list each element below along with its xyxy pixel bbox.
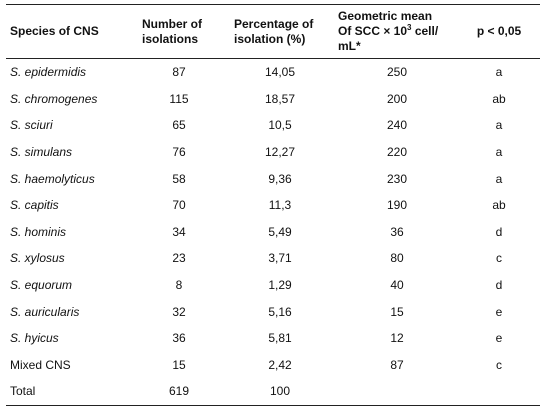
cell-p-value [458, 378, 540, 405]
header-mean-line3: mL* [338, 39, 361, 53]
cell-number: 8 [175, 278, 183, 293]
cell-geometric-mean: 250 [386, 65, 408, 80]
cell-number: 76 [172, 145, 186, 160]
cell-number: 34 [172, 224, 186, 239]
cell-species: S. hyicus [10, 331, 59, 346]
cell-species: S. auricularis [10, 304, 80, 319]
cell-species: S. chromogenes [10, 91, 98, 106]
cell-geometric-mean [336, 378, 458, 405]
cell-percentage: 1,29 [268, 278, 292, 293]
table-row: Total 619 100 [6, 378, 540, 406]
header-number-of-isolations: Number of isolations [142, 16, 202, 46]
cell-species: S. equorum [10, 278, 73, 293]
cell-number: 619 [168, 384, 190, 399]
table-row: S. haemolyticus 58 9,36 230 a [6, 165, 540, 192]
cell-geometric-mean: 230 [386, 171, 408, 186]
cell-percentage: 5,16 [268, 304, 292, 319]
cell-p-value: ab [492, 198, 506, 213]
cell-p-value: c [496, 251, 502, 266]
cell-percentage: 5,49 [268, 224, 292, 239]
table-row: S. capitis 70 11,3 190 ab [6, 192, 540, 219]
cell-geometric-mean: 12 [390, 331, 404, 346]
cell-number: 36 [172, 331, 186, 346]
cell-geometric-mean: 220 [386, 145, 408, 160]
table-row: S. equorum 8 1,29 40 d [6, 272, 540, 299]
cell-p-value: a [495, 65, 503, 80]
cell-number: 58 [172, 171, 186, 186]
cell-percentage: 11,3 [268, 198, 292, 213]
cns-species-table: Species of CNS Number of isolations Perc… [6, 4, 540, 406]
table-row: S. simulans 76 12,27 220 a [6, 139, 540, 166]
cns-table-container: Species of CNS Number of isolations Perc… [6, 4, 540, 406]
cell-percentage: 9,36 [268, 171, 292, 186]
cell-p-value: d [495, 224, 503, 239]
cell-species: S. simulans [10, 145, 73, 160]
cell-geometric-mean: 80 [390, 251, 404, 266]
cell-species: Mixed CNS [10, 357, 71, 372]
cell-geometric-mean: 200 [386, 91, 408, 106]
header-mean-line2-sup: 3 [407, 23, 412, 32]
table-row: S. auricularis 32 5,16 15 e [6, 298, 540, 325]
table-row: S. sciuri 65 10,5 240 a [6, 112, 540, 139]
table-body: S. epidermidis 87 14,05 250 a S. chromogenes 1… [6, 59, 540, 406]
cell-p-value: d [495, 278, 503, 293]
cell-species: Total [10, 384, 36, 399]
cell-geometric-mean: 190 [386, 198, 408, 213]
cell-geometric-mean: 40 [390, 278, 404, 293]
header-mean-line2-suffix: cell/ [411, 24, 439, 38]
cell-number: 70 [172, 198, 186, 213]
cell-geometric-mean: 15 [390, 304, 404, 319]
cell-number: 115 [169, 91, 189, 106]
header-mean-line1: Geometric mean [338, 9, 433, 23]
header-species: Species of CNS [10, 24, 99, 38]
cell-number: 65 [172, 118, 186, 133]
cell-species: S. epidermidis [10, 65, 87, 80]
cell-species: S. capitis [10, 198, 59, 213]
cell-species: S. sciuri [10, 118, 53, 133]
cell-percentage: 14,05 [264, 65, 296, 80]
cell-p-value: a [495, 171, 503, 186]
table-row: Mixed CNS 15 2,42 87 c [6, 352, 540, 379]
cell-number: 15 [172, 357, 186, 372]
table-row: S. xylosus 23 3,71 80 c [6, 245, 540, 272]
cell-p-value: c [496, 357, 502, 372]
cell-species: S. xylosus [10, 251, 65, 266]
cell-number: 87 [172, 65, 186, 80]
cell-p-value: e [495, 331, 503, 346]
header-percentage-of-isolation: Percentage of isolation (%) [234, 16, 314, 46]
cell-geometric-mean: 240 [386, 118, 408, 133]
cell-percentage: 10,5 [268, 118, 292, 133]
table-row: S. hominis 34 5,49 36 d [6, 219, 540, 246]
cell-percentage: 18,57 [264, 91, 296, 106]
cell-p-value: a [495, 145, 503, 160]
table-row: S. chromogenes 115 18,57 200 ab [6, 86, 540, 113]
cell-number: 32 [172, 304, 186, 319]
header-p-value: p < 0,05 [476, 24, 522, 38]
cell-geometric-mean: 87 [390, 357, 404, 372]
cell-percentage: 100 [269, 384, 291, 399]
table-row: S. hyicus 36 5,81 12 e [6, 325, 540, 352]
cell-p-value: a [495, 118, 503, 133]
cell-number: 23 [172, 251, 186, 266]
cell-geometric-mean: 36 [390, 224, 404, 239]
table-row: S. epidermidis 87 14,05 250 a [6, 59, 540, 86]
cell-p-value: ab [492, 91, 506, 106]
cell-percentage: 2,42 [268, 357, 292, 372]
cell-percentage: 5,81 [268, 331, 292, 346]
table-header-row: Species of CNS Number of isolations Perc… [6, 4, 540, 59]
header-geometric-mean: Geometric mean Of SCC × 103 cell/ mL* [336, 5, 458, 59]
cell-p-value: e [495, 304, 503, 319]
cell-species: S. hominis [10, 224, 67, 239]
header-mean-line2-prefix: Of SCC × 10 [338, 24, 408, 38]
cell-percentage: 12,27 [264, 145, 296, 160]
cell-species: S. haemolyticus [10, 171, 95, 186]
cell-percentage: 3,71 [268, 251, 292, 266]
